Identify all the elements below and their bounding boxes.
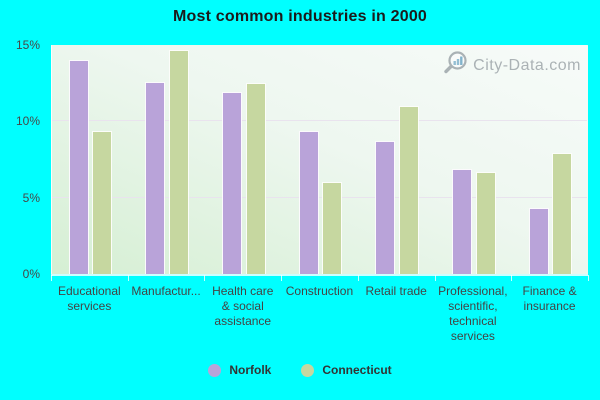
legend-swatch-connecticut [301, 363, 315, 377]
bar-connecticut-3 [322, 182, 343, 274]
plot-area: City-Data.com [51, 45, 588, 274]
x-axis-line [51, 274, 588, 276]
bar-norfolk-4 [375, 141, 396, 274]
y-label-0: 0% [22, 267, 40, 281]
chart-title: Most common industries in 2000 [172, 8, 428, 25]
bar-connecticut-4 [399, 106, 419, 274]
legend-label-connecticut: Connecticut [322, 363, 392, 377]
bar-norfolk-3 [298, 130, 319, 274]
legend-label-norfolk: Norfolk [229, 363, 272, 377]
bar-norfolk-5 [452, 168, 473, 274]
x-tick-7 [588, 275, 589, 281]
x-tick-2 [204, 275, 206, 281]
x-label-5: Professional, scientific, technical serv… [438, 284, 508, 343]
x-tick-5 [434, 275, 436, 281]
legend: Norfolk Connecticut [0, 363, 600, 377]
x-label-0: Educational services [57, 284, 121, 313]
watermark: City-Data.com [443, 50, 581, 81]
bar-connecticut-5 [475, 171, 496, 274]
y-label-5: 5% [22, 190, 40, 205]
x-tick-0 [51, 275, 52, 281]
legend-item-norfolk: Norfolk [208, 363, 271, 377]
x-label-3: Construction [285, 284, 354, 298]
x-label-4: Retail trade [365, 284, 427, 298]
x-label-6: Finance & insurance [522, 284, 577, 313]
bar-norfolk-0 [68, 60, 89, 274]
magnifier-chart-icon [443, 50, 470, 81]
gridline-10 [52, 120, 587, 122]
x-axis-labels: Educational services Manufactur... Health … [51, 284, 588, 344]
watermark-text: City-Data.com [473, 56, 581, 74]
x-tick-1 [127, 275, 129, 281]
legend-swatch-norfolk [208, 363, 222, 377]
x-tick-3 [281, 275, 283, 281]
bar-connecticut-2 [245, 83, 266, 274]
bar-connecticut-0 [92, 130, 113, 274]
y-label-15: 15% [15, 38, 40, 52]
x-label-1: Manufactur... [131, 284, 201, 298]
gridline-5 [52, 196, 587, 198]
bar-connecticut-1 [168, 49, 189, 274]
y-label-10: 10% [15, 114, 40, 129]
bar-norfolk-2 [221, 92, 242, 274]
x-tick-4 [357, 275, 359, 281]
bar-norfolk-6 [528, 208, 549, 274]
legend-item-connecticut: Connecticut [301, 363, 392, 377]
bar-norfolk-1 [145, 81, 166, 274]
x-tick-6 [511, 275, 513, 281]
bar-connecticut-6 [552, 153, 573, 274]
x-label-2: Health care & social assistance [212, 284, 274, 328]
